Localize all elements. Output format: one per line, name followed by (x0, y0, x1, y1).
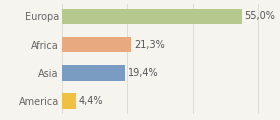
Text: 19,4%: 19,4% (128, 68, 158, 78)
Bar (62, 9, 242, 24)
Bar (62, 37, 131, 52)
Text: 55,0%: 55,0% (244, 11, 275, 21)
Bar (62, 93, 76, 109)
Text: 21,3%: 21,3% (134, 40, 165, 50)
Text: 4,4%: 4,4% (79, 96, 103, 106)
Bar (62, 65, 125, 81)
